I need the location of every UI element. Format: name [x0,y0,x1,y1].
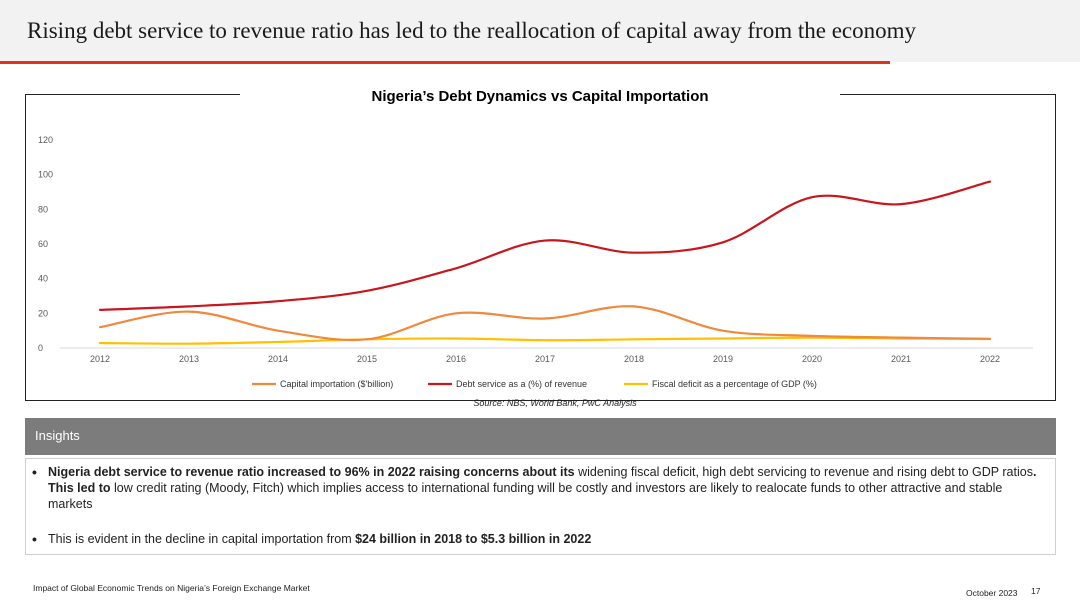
legend-label-debt: Debt service as a (%) of revenue [456,379,587,389]
bullet-2-text-a: This is evident in the decline in capita… [48,532,356,546]
header-band [0,0,1080,62]
bullet-dot-icon: • [32,531,37,547]
source-note: Source: NBS, World Bank, PwC Analysis [473,398,637,408]
x-tick-label: 2021 [891,354,911,364]
x-tick-label: 2017 [535,354,555,364]
bullet-1-text-a: widening fiscal deficit, high debt servi… [574,465,1033,479]
x-tick-label: 2016 [446,354,466,364]
y-tick-label: 60 [38,239,48,249]
y-tick-label: 40 [38,274,48,284]
x-tick-label: 2015 [357,354,377,364]
bullet-dot-icon: • [32,464,37,480]
slide-title: Rising debt service to revenue ratio has… [27,18,917,43]
bullet-2-bold-b: $24 billion in 2018 to $5.3 billion in 2… [355,532,592,546]
bullet-1-bold-b: . This led to [48,465,1037,495]
chart-title: Nigeria’s Debt Dynamics vs Capital Impor… [371,88,709,105]
insights-box: • Nigeria debt service to revenue ratio … [25,458,1056,555]
bullet-1-text-c: low credit rating (Moody, Fitch) which i… [48,481,1003,511]
insights-header-bar: Insights [25,418,1056,455]
footer-page-number: 17 [1031,586,1041,596]
insights-header-label: Insights [35,428,80,443]
legend-label-capital: Capital importation ($'billion) [280,379,393,389]
footer-date: October 2023 [966,588,1018,598]
bullet-1-bold-lead: Nigeria debt service to revenue ratio in… [48,465,575,479]
x-tick-label: 2014 [268,354,288,364]
x-tick-label: 2020 [802,354,822,364]
x-tick-label: 2019 [713,354,733,364]
insight-bullet-1: • Nigeria debt service to revenue ratio … [32,464,1048,512]
title-accent-rule [0,61,890,64]
x-tick-label: 2018 [624,354,644,364]
x-tick-label: 2022 [980,354,1000,364]
chart-title-backdrop [240,86,840,108]
series-line-fiscal [98,336,992,345]
x-tick-label: 2013 [179,354,199,364]
y-tick-label: 100 [38,170,53,180]
x-tick-label: 2012 [90,354,110,364]
y-tick-label: 120 [38,135,53,145]
y-tick-label: 20 [38,308,48,318]
legend-label-fiscal: Fiscal deficit as a percentage of GDP (%… [652,379,817,389]
series-line-debt [98,180,992,311]
footer-report-title: Impact of Global Economic Trends on Nige… [33,583,310,593]
y-tick-label: 80 [38,204,48,214]
y-tick-label: 0 [38,343,43,353]
insight-bullet-2: • This is evident in the decline in capi… [32,531,1048,547]
series-line-capital [98,305,992,342]
